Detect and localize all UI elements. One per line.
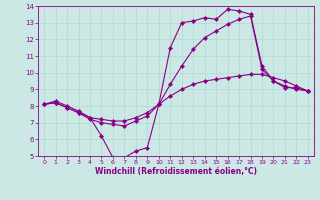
X-axis label: Windchill (Refroidissement éolien,°C): Windchill (Refroidissement éolien,°C) — [95, 167, 257, 176]
